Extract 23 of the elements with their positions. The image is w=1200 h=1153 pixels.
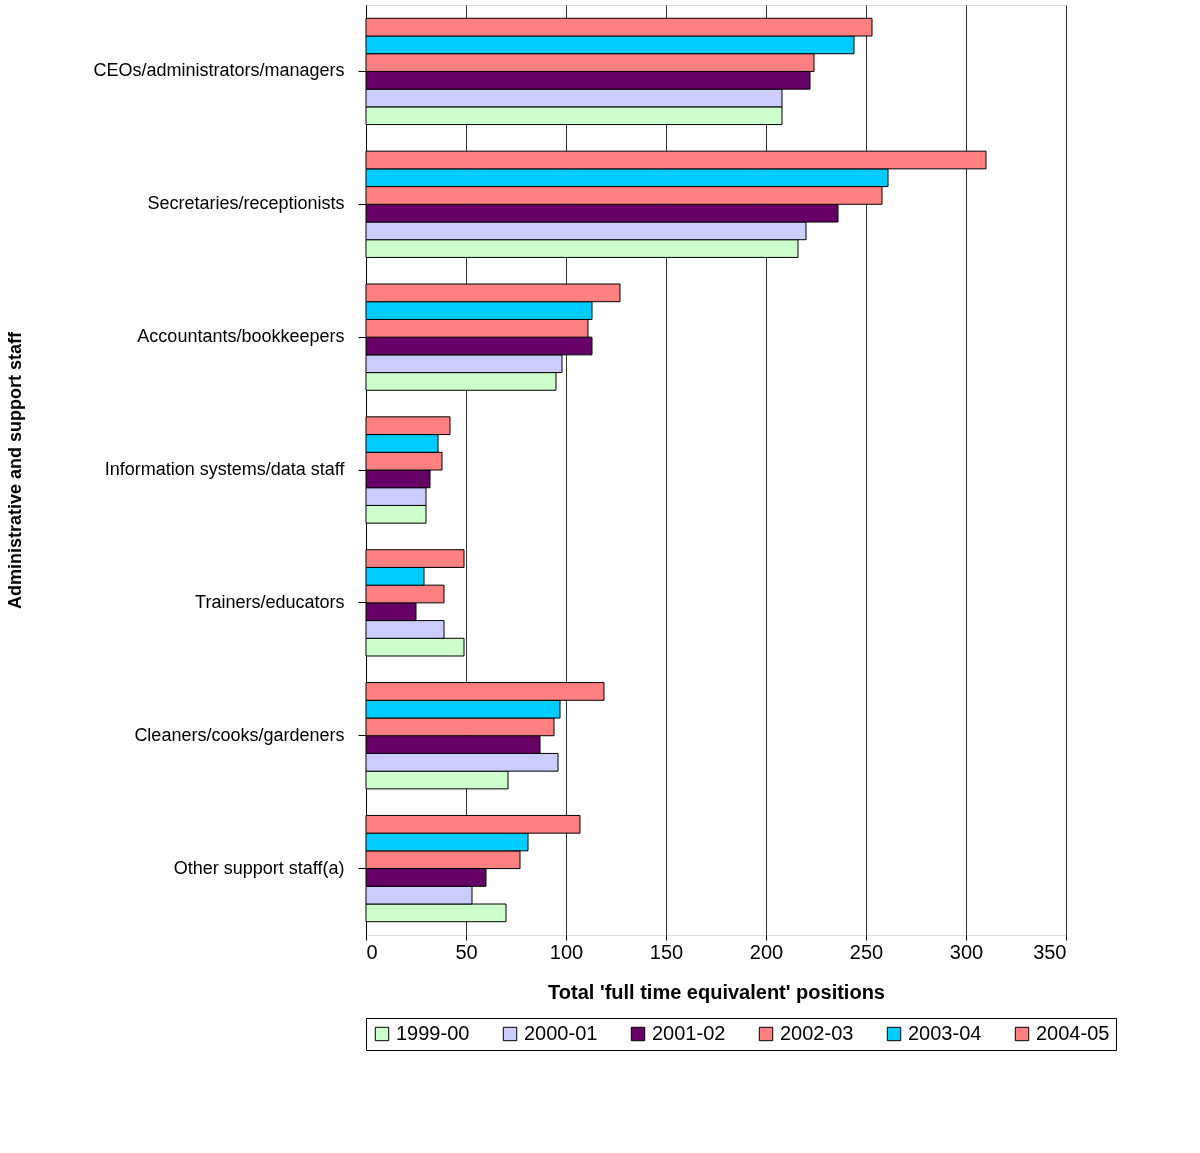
x-tick-label: 200 — [749, 940, 784, 963]
x-tick-label: 250 — [849, 940, 884, 963]
legend-label: 2002-03 — [780, 1022, 854, 1044]
y-tick-label: CEOs/administrators/managers — [93, 60, 345, 81]
x-tick-label: 150 — [649, 940, 684, 963]
y-tick-label: Cleaners/cooks/gardeners — [134, 724, 345, 745]
x-tick-label: 300 — [949, 940, 984, 963]
x-tick-label: 350 — [1033, 940, 1067, 963]
x-tick-label: 0 — [366, 940, 378, 963]
x-tick-label: 100 — [549, 940, 584, 963]
y-tick-label: Information systems/data staff — [104, 459, 346, 479]
y-tick-label: Trainers/educators — [195, 591, 345, 612]
legend-label: 2004-05 — [1036, 1022, 1110, 1044]
legend-label: 2001-02 — [652, 1022, 726, 1044]
y-tick-label: Accountants/bookkeepers — [137, 326, 345, 347]
legend-label: 2003-04 — [908, 1022, 982, 1044]
y-tick-label: Other support staff(a) — [173, 857, 345, 878]
y-axis-title: Administrative and support staff — [4, 330, 25, 610]
y-tick-label: Secretaries/receptionists — [147, 193, 345, 214]
x-tick-label: 50 — [455, 940, 478, 963]
x-axis-title: Total 'full time equivalent' positions — [548, 980, 885, 1003]
legend-label: 1999-00 — [396, 1022, 470, 1044]
legend-label: 2000-01 — [524, 1022, 598, 1044]
